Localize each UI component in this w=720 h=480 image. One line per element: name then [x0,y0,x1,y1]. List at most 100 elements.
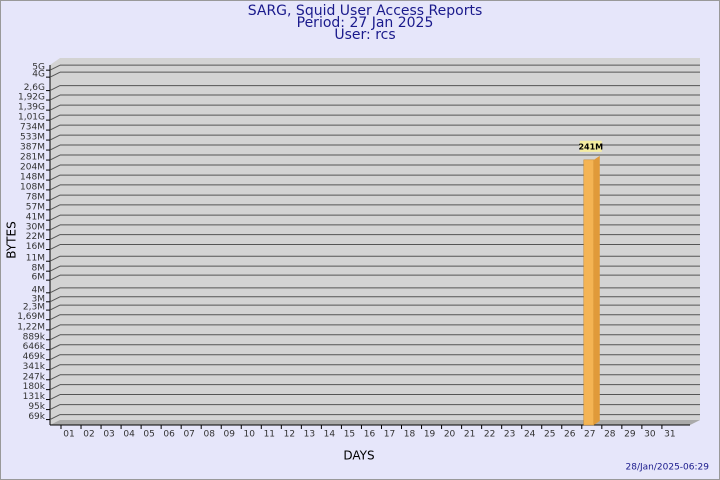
x-tick-label: 04 [123,430,135,440]
subtitle: Period: 27 Jan 2025 [297,15,434,31]
y-tick-label: 30M [26,222,45,232]
x-tick-label: 01 [63,430,74,440]
y-tick-label: 95k [28,402,45,412]
y-axis-title: BYTES [5,221,19,258]
grid-line [49,71,61,78]
grid-line [49,204,61,211]
grid-line [49,244,61,250]
bar-side [593,155,600,425]
y-tick-label: 533M [20,133,45,143]
y-tick-label: 387M [20,143,45,153]
grid-line [49,374,61,381]
y-tick-label: 1,01G [18,113,45,123]
grid-line [49,124,61,131]
y-tick-label: 646k [23,342,46,352]
y-tick-label: 2,6G [24,83,45,93]
grid-line [49,64,61,71]
x-tick-label: 23 [504,430,515,440]
grid-line [49,104,61,111]
grid-line [49,114,61,121]
x-tick-label: 18 [404,430,416,440]
x-tick-label: 20 [444,430,456,440]
x-tick-label: 12 [284,430,295,440]
grid-line [49,296,61,303]
grid-line [49,154,61,161]
y-tick-label: 41M [26,213,45,223]
x-tick-label: 19 [424,430,436,440]
grid-line [49,184,61,191]
grid-line [49,234,61,241]
x-tick-label: 25 [544,430,555,440]
x-tick-label: 14 [324,430,336,440]
x-tick-label: 22 [484,430,495,440]
y-tick-label: 78M [26,193,45,203]
y-tick-label: 4M [32,285,46,295]
x-tick-label: 17 [384,430,395,440]
grid-line [49,404,61,411]
x-tick-label: 24 [524,430,536,440]
x-axis-title: DAYS [343,449,374,463]
y-tick-label: 281M [20,153,45,163]
x-tick-label: 29 [624,430,636,440]
x-tick-label: 21 [464,430,475,440]
x-tick-label: 28 [604,430,616,440]
y-tick-label: 57M [26,202,45,212]
grid-line [49,134,61,141]
floor [50,420,700,425]
y-tick-label: 1,22M [17,322,45,332]
x-tick-label: 16 [364,430,376,440]
x-tick-label: 08 [203,430,215,440]
value-label-bg [579,140,602,152]
grid-line [49,164,61,171]
y-tick-label: 69k [28,412,45,422]
y-tick-label: 4G [32,70,45,80]
y-tick-label: 16M [26,242,45,252]
subtitle: User: rcs [334,27,395,43]
y-tick-label: 5G [32,63,45,73]
grid-line [49,334,61,341]
grid-line [49,354,61,361]
bar [583,159,595,426]
grid-line [49,287,61,294]
grid-line [49,94,61,101]
y-tick-label: 341k [23,362,46,372]
y-tick-label: 1,39G [18,103,45,113]
timestamp: 28/Jan/2025-06:29 [626,463,710,473]
x-tick-label: 09 [224,430,236,440]
y-tick-label: 1,92G [18,93,45,103]
x-tick-label: 30 [644,430,656,440]
grid-line [49,214,61,221]
grid-line [49,174,61,181]
y-tick-label: 469k [23,352,46,362]
grid-line [49,144,61,151]
grid-line [49,274,61,281]
grid-line [49,384,61,391]
grid-line [49,344,61,351]
y-tick-label: 22M [26,232,45,242]
y-tick-label: 204M [20,163,45,173]
grid-line [49,324,61,331]
x-tick-label: 06 [163,430,175,440]
y-tick-label: 1,69M [17,312,45,322]
x-tick-label: 02 [83,430,94,440]
y-tick-label: 247k [23,372,46,382]
y-tick-label: 148M [20,173,45,183]
grid-line [49,364,61,371]
grid-line [49,255,61,262]
value-label: 241M [578,142,603,151]
y-tick-label: 734M [20,123,45,133]
y-tick-label: 6M [32,273,46,283]
x-tick-label: 27 [584,430,595,440]
chart-title: SARG, Squid User Access Reports [248,3,483,19]
y-tick-label: 8M [32,264,46,274]
x-tick-label: 13 [304,430,315,440]
y-tick-label: 131k [23,392,46,402]
x-tick-label: 07 [183,430,194,440]
x-tick-label: 31 [664,430,675,440]
x-tick-label: 26 [564,430,576,440]
x-tick-label: 15 [344,430,355,440]
grid-line [49,265,61,272]
x-tick-label: 10 [244,430,256,440]
